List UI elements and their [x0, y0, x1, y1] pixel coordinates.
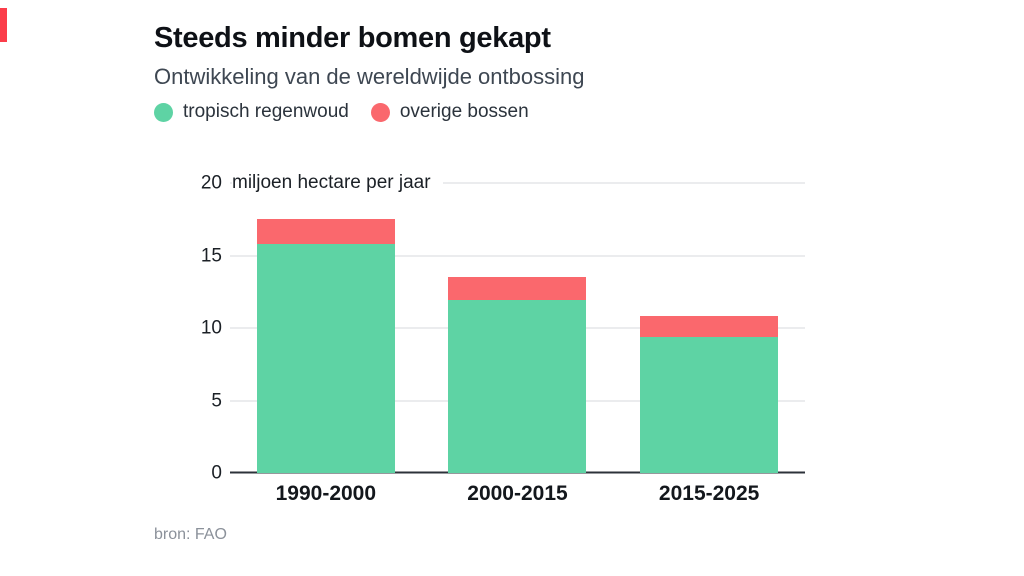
chart-title: Steeds minder bomen gekapt	[154, 22, 551, 54]
chart-subtitle: Ontwikkeling van de wereldwijde ontbossi…	[154, 64, 585, 89]
legend: tropisch regenwoud overige bossen	[154, 101, 529, 123]
plot-area: 0 5 10 15 20 miljoen hectare per jaar 1990-2…	[201, 170, 805, 505]
bar-segment	[448, 300, 587, 473]
x-tick-label: 2015-2025	[658, 482, 760, 505]
bar-segment	[640, 316, 779, 337]
bar-1990-2000: 1990-2000	[256, 183, 395, 505]
y-tick-label: 5	[211, 390, 222, 411]
source-attribution: bron: FAO	[154, 526, 227, 543]
y-tick-label: 15	[200, 245, 222, 266]
x-tick-label: 2000-2015	[467, 482, 568, 505]
brand-accent-bar	[0, 8, 7, 42]
legend-dot	[370, 102, 390, 122]
legend-label: tropisch regenwoud	[183, 101, 349, 122]
legend-label: overige bossen	[399, 101, 529, 122]
y-axis: 0 5 10 15 20	[158, 174, 222, 483]
bar-segment	[256, 243, 395, 473]
gridline	[230, 255, 805, 256]
legend-item-tropisch-regenwoud: tropisch regenwoud	[154, 101, 349, 123]
y-tick-label: 10	[200, 317, 222, 339]
y-tick-label: 0	[211, 462, 222, 484]
legend-dot	[154, 102, 173, 122]
legend-item-overige-bossen: overige bossen	[370, 101, 529, 123]
bar-2015-2025: 2015-2025	[640, 183, 779, 505]
bar-2000-2015: 2000-2015	[448, 183, 587, 505]
bar-segment	[640, 336, 779, 473]
y-tick-label: 20	[200, 172, 222, 194]
y-axis-unit-label: miljoen hectare per jaar	[232, 170, 443, 196]
bar-segment	[256, 219, 395, 244]
bar-segment	[448, 277, 587, 301]
bars: 1990-2000 2000-2015 2015-2025	[230, 183, 805, 505]
gridline	[230, 182, 805, 184]
x-tick-label: 1990-2000	[275, 482, 377, 505]
